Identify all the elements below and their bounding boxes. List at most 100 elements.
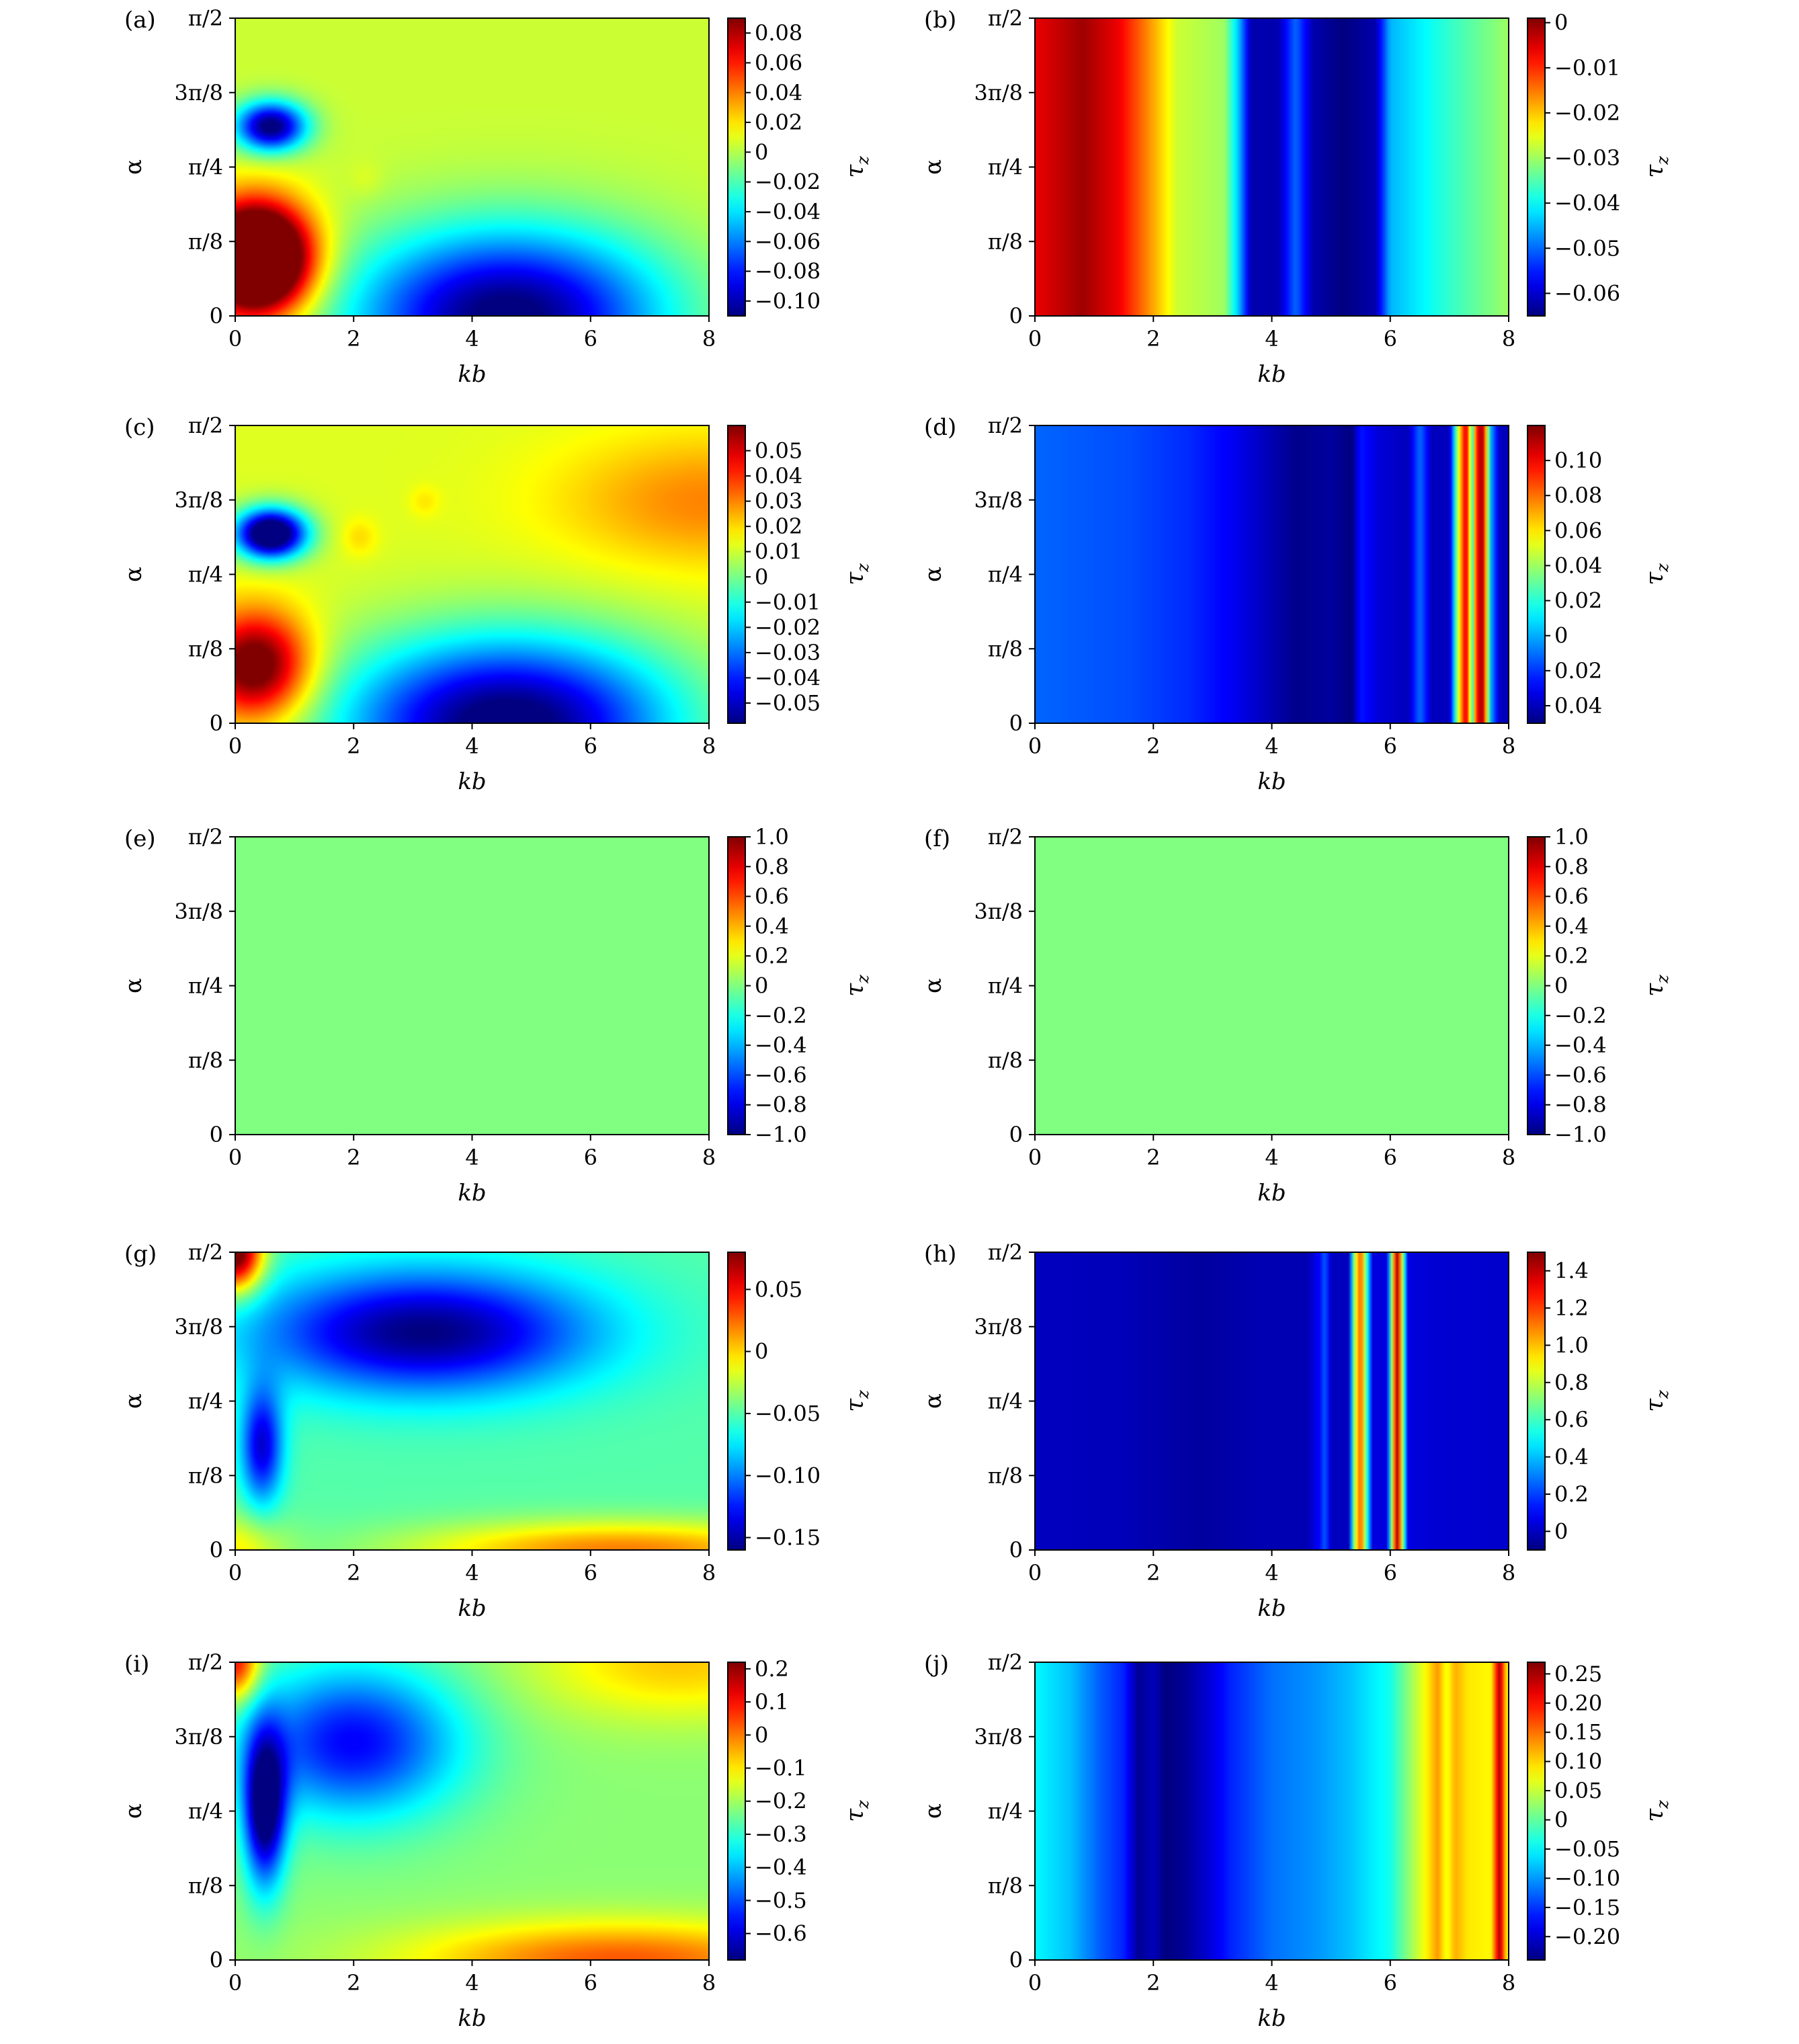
colorbar-tick-label: 0.03	[755, 489, 802, 514]
x-tick-label: 8	[702, 1560, 716, 1586]
x-tick-label: 4	[1265, 1560, 1278, 1586]
panel-h: (h) 0 2 4 6 8 0 π/8 π/4 3π/8 π/2 kb α 1.4 1.2 1.0 0.8 0.6…	[920, 1239, 1672, 1622]
y-tick-label: π/2	[988, 413, 1023, 438]
x-tick-label: 6	[584, 1970, 597, 1996]
colorbar-tick-label: 0	[1554, 10, 1568, 36]
colorbar-e	[727, 836, 746, 1135]
y-tick-label: π/8	[988, 636, 1023, 661]
colorbar-tick-label: 0.2	[1554, 1481, 1589, 1507]
y-tick-label: π/8	[188, 229, 223, 254]
y-axis-label: α	[920, 1803, 947, 1819]
x-axis-label: kb	[458, 768, 486, 795]
y-tick-label: 3π/8	[974, 1724, 1023, 1750]
colorbar-tick-label: 0	[755, 139, 768, 165]
x-tick-label: 0	[1028, 1145, 1042, 1170]
colorbar-tick-label: −0.04	[755, 199, 821, 224]
colorbar-tick-label: −0.05	[1554, 235, 1620, 261]
panel-label-j: (j)	[924, 1651, 949, 1678]
colorbar-tick-label: 0.02	[755, 110, 802, 135]
y-axis-label: α	[920, 159, 947, 175]
colorbar-tick-label: −0.05	[1554, 1836, 1620, 1862]
x-tick-label: 4	[1265, 1145, 1278, 1170]
y-tick-label: 0	[1009, 1947, 1023, 1973]
y-tick-label: π/4	[988, 973, 1023, 999]
panel-label-g: (g)	[124, 1241, 157, 1268]
x-tick-label: 2	[347, 1560, 360, 1586]
x-tick-label: 4	[465, 1560, 478, 1586]
y-tick-label: π/2	[988, 1649, 1023, 1675]
x-tick-label: 0	[228, 1560, 242, 1586]
x-tick-label: 6	[1384, 733, 1397, 759]
panel-f: (f) 0 2 4 6 8 0 π/8 π/4 3π/8 π/2 kb α 1.0 0.8 0.6 0.4 0.2…	[920, 824, 1672, 1207]
x-tick-label: 0	[1028, 1560, 1042, 1586]
colorbar-tick-label: −0.6	[1554, 1062, 1607, 1088]
x-tick-label: 8	[702, 1970, 716, 1996]
colorbar-tick-label: −0.4	[1554, 1032, 1607, 1058]
colorbar-tick-label: 0.08	[1554, 483, 1602, 508]
x-tick-label: 0	[1028, 1970, 1042, 1996]
colorbar-tick-label: 0	[755, 1722, 768, 1748]
y-tick-label: 0	[1009, 1122, 1023, 1147]
y-tick-label: π/4	[188, 1799, 223, 1824]
heatmap-i	[235, 1662, 709, 1960]
colorbar-tick-label: −0.3	[755, 1822, 807, 1847]
colorbar-tick-label: −0.2	[755, 1003, 807, 1028]
colorbar-tick-label: 0	[1554, 973, 1568, 999]
heatmap-d	[1035, 425, 1509, 723]
x-tick-label: 2	[1146, 1145, 1160, 1170]
y-tick-label: 0	[1009, 710, 1023, 736]
x-axis-label: kb	[1257, 1595, 1286, 1622]
y-tick-label: π/4	[988, 1799, 1023, 1824]
colorbar-tick-label: −0.1	[755, 1756, 807, 1781]
colorbar-tick-label: 0.6	[755, 884, 789, 909]
x-tick-label: 4	[1265, 326, 1278, 352]
x-tick-label: 8	[1502, 1970, 1515, 1996]
colorbar-tick-label: −0.08	[755, 259, 821, 284]
x-tick-label: 6	[584, 733, 597, 759]
colorbar-label: τz	[1641, 975, 1672, 997]
x-tick-label: 0	[228, 1970, 242, 1996]
x-tick-label: 2	[1146, 1970, 1160, 1996]
colorbar-tick-label: −0.03	[755, 640, 821, 665]
y-tick-label: π/2	[988, 5, 1023, 31]
y-tick-label: π/4	[988, 155, 1023, 180]
y-tick-label: 3π/8	[174, 1724, 223, 1750]
y-tick-label: π/2	[188, 413, 223, 438]
colorbar-tick-label: 0	[1554, 1518, 1568, 1544]
colorbar-tick-label: −0.05	[755, 690, 821, 716]
colorbar-tick-label: −0.10	[755, 1463, 821, 1488]
x-tick-label: 2	[1146, 326, 1160, 352]
y-tick-label: π/2	[188, 1239, 223, 1265]
colorbar-tick-label: −0.6	[755, 1062, 807, 1088]
x-axis-label: kb	[1257, 2005, 1286, 2032]
y-axis-label: α	[920, 567, 947, 582]
y-tick-label: π/2	[188, 1649, 223, 1675]
x-tick-label: 4	[1265, 1970, 1278, 1996]
y-tick-label: 3π/8	[174, 1314, 223, 1340]
x-tick-label: 6	[584, 1560, 597, 1586]
colorbar-tick-label: −0.6	[755, 1921, 807, 1947]
y-tick-label: π/8	[988, 1873, 1023, 1898]
heatmap-j	[1035, 1662, 1509, 1960]
x-axis-label: kb	[1257, 361, 1286, 388]
colorbar-tick-label: 0.02	[1554, 658, 1602, 684]
colorbar-label: τz	[1641, 1390, 1672, 1412]
x-tick-label: 8	[1502, 733, 1515, 759]
x-tick-label: 6	[584, 1145, 597, 1170]
y-axis-label: α	[120, 567, 147, 582]
y-tick-label: π/8	[988, 1463, 1023, 1488]
colorbar-tick-label: 0.05	[1554, 1778, 1602, 1803]
colorbar-tick-label: 0.05	[755, 438, 802, 464]
colorbar-tick-label: 1.0	[1554, 1332, 1589, 1358]
y-tick-label: π/4	[988, 562, 1023, 587]
x-tick-label: 0	[228, 733, 242, 759]
colorbar-tick-label: 0.02	[755, 514, 802, 539]
colorbar-tick-label: 0.15	[1554, 1719, 1602, 1745]
colorbar-tick-label: 0	[755, 564, 768, 589]
x-tick-label: 8	[702, 1145, 716, 1170]
colorbar-tick-label: 0.10	[1554, 448, 1602, 473]
y-axis-label: α	[920, 978, 947, 993]
colorbar-tick-label: 0.10	[1554, 1749, 1602, 1774]
colorbar-tick-label: −0.01	[755, 589, 821, 615]
x-tick-label: 6	[584, 326, 597, 352]
